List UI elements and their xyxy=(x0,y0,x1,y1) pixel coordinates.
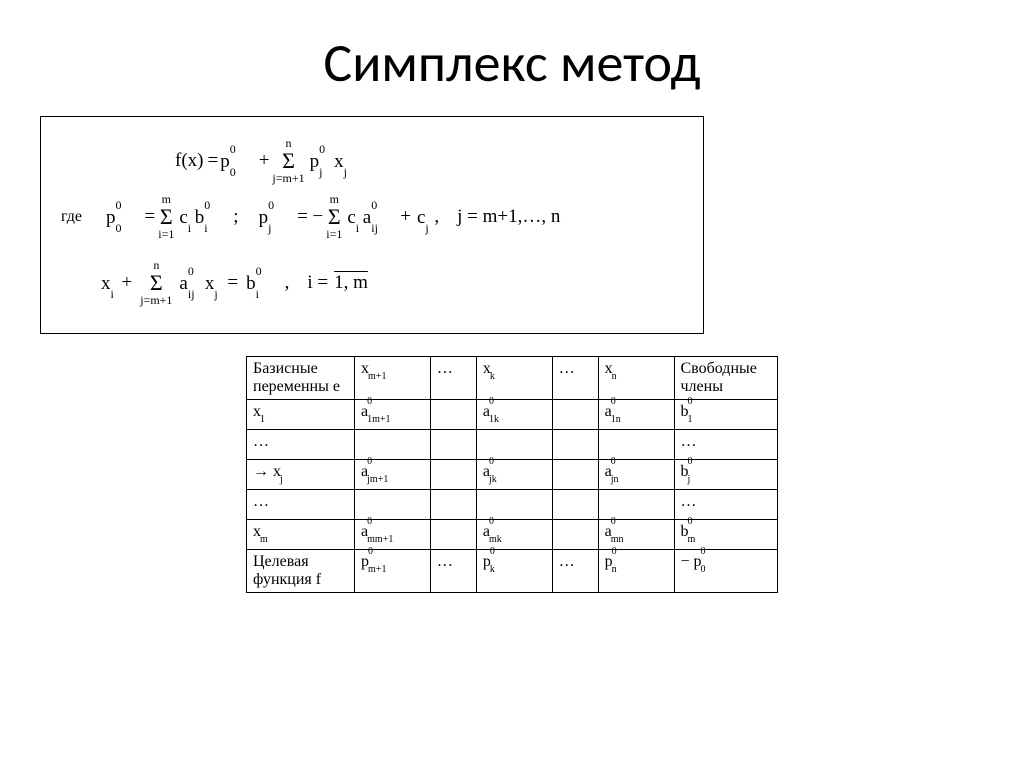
bi0: b 0 i xyxy=(195,208,208,227)
cell xyxy=(476,490,552,520)
sum-icon: m Σ i=1 xyxy=(326,193,342,241)
cell xyxy=(430,460,476,490)
i-range: 1, m xyxy=(334,270,368,297)
cell xyxy=(552,400,598,430)
formula-box: f(x) = p 0 0 + n Σ j=m+1 p 0 j x j xyxy=(40,116,704,334)
xi: x i xyxy=(101,274,114,293)
cj: c j xyxy=(417,208,428,227)
where-label: где xyxy=(61,206,82,228)
comma2: , xyxy=(285,270,290,297)
cell: → xj xyxy=(247,460,355,490)
cell: a0mn xyxy=(598,520,674,550)
cell: b01 xyxy=(674,400,778,430)
pj0: p 0 j xyxy=(310,152,323,171)
cell: a01n xyxy=(598,400,674,430)
cell: … xyxy=(552,550,598,593)
j-range: j = m+1,…, n xyxy=(457,204,560,231)
page-title: Симплекс метод xyxy=(0,30,1024,96)
cell xyxy=(552,460,598,490)
plus: + xyxy=(259,148,270,175)
ci2: c i xyxy=(347,208,358,227)
cell: a0jn xyxy=(598,460,674,490)
neg: = − xyxy=(297,204,323,231)
cell xyxy=(598,490,674,520)
comma1: , xyxy=(434,204,439,231)
semicolon: ; xyxy=(233,204,238,231)
col-dots2: … xyxy=(552,357,598,400)
cell: xm xyxy=(247,520,355,550)
cell: … xyxy=(430,550,476,593)
simplex-table: Базисные переменны еxm+1…xk…xnСвободные … xyxy=(246,356,778,593)
cell: p0m+1 xyxy=(355,550,431,593)
cell: a0jk xyxy=(476,460,552,490)
cell: Целевая функция f xyxy=(247,550,355,593)
cell xyxy=(430,520,476,550)
col-xk: xk xyxy=(476,357,552,400)
cell xyxy=(552,490,598,520)
cell xyxy=(598,430,674,460)
cell xyxy=(355,430,431,460)
p00b: p 0 0 xyxy=(106,208,119,227)
col-xn: xn xyxy=(598,357,674,400)
p00: p 0 0 xyxy=(220,152,233,171)
cell: … xyxy=(674,490,778,520)
eq3: = xyxy=(227,270,238,297)
cell: a01m+1 xyxy=(355,400,431,430)
col-dots1: … xyxy=(430,357,476,400)
cell: x1 xyxy=(247,400,355,430)
cell: p0n xyxy=(598,550,674,593)
cell: … xyxy=(247,490,355,520)
bi0b: b 0 i xyxy=(246,274,259,293)
table-row: → xja0jm+1 a0jk a0jnb0j xyxy=(247,460,778,490)
xj: x j xyxy=(334,152,347,171)
eq2: = xyxy=(145,204,156,231)
cell: b0j xyxy=(674,460,778,490)
cell xyxy=(552,430,598,460)
i-eq: i = xyxy=(307,270,328,297)
formula-line-2: где p 0 0 = m Σ i=1 c i b 0 i ; xyxy=(101,193,685,241)
cell: − p00 xyxy=(674,550,778,593)
cell: p0k xyxy=(476,550,552,593)
cell xyxy=(430,430,476,460)
table-row: x1a01m+1 a01k a01nb01 xyxy=(247,400,778,430)
cell xyxy=(552,520,598,550)
cell xyxy=(430,490,476,520)
cell: a01k xyxy=(476,400,552,430)
simplex-table-wrap: Базисные переменны еxm+1…xk…xnСвободные … xyxy=(246,356,778,593)
cell: a0mk xyxy=(476,520,552,550)
col-basis: Базисные переменны е xyxy=(247,357,355,400)
formula-line-3: x i + n Σ j=m+1 a 0 ij x j = b 0 i xyxy=(101,259,685,307)
aij0: a 0 ij xyxy=(363,208,374,227)
cell: a0mm+1 xyxy=(355,520,431,550)
cell xyxy=(355,490,431,520)
sum-icon: m Σ i=1 xyxy=(158,193,174,241)
ci: c i xyxy=(179,208,190,227)
table-row: …… xyxy=(247,430,778,460)
table-row: Целевая функция fp0m+1…p0k…p0n− p00 xyxy=(247,550,778,593)
plus2: + xyxy=(400,204,411,231)
pj0b: p 0 j xyxy=(259,208,272,227)
plus3: + xyxy=(122,270,133,297)
xj2: x j xyxy=(205,274,218,293)
cell: … xyxy=(247,430,355,460)
cell: b0m xyxy=(674,520,778,550)
eq: = xyxy=(207,148,218,175)
table-row: …… xyxy=(247,490,778,520)
table-header-row: Базисные переменны еxm+1…xk…xnСвободные … xyxy=(247,357,778,400)
fx: f(x) xyxy=(175,148,203,175)
cell: … xyxy=(674,430,778,460)
col-xm1: xm+1 xyxy=(355,357,431,400)
cell xyxy=(430,400,476,430)
sum-icon: n Σ j=m+1 xyxy=(272,137,304,185)
cell: a0jm+1 xyxy=(355,460,431,490)
slide: Симплекс метод f(x) = p 0 0 + n Σ j=m+1 … xyxy=(0,0,1024,767)
aij0b: a 0 ij xyxy=(179,274,190,293)
table-row: xma0mm+1 a0mk a0mnb0m xyxy=(247,520,778,550)
cell xyxy=(476,430,552,460)
sum-icon: n Σ j=m+1 xyxy=(140,259,172,307)
formula-line-1: f(x) = p 0 0 + n Σ j=m+1 p 0 j x j xyxy=(101,137,685,185)
col-free: Свободные члены xyxy=(674,357,778,400)
